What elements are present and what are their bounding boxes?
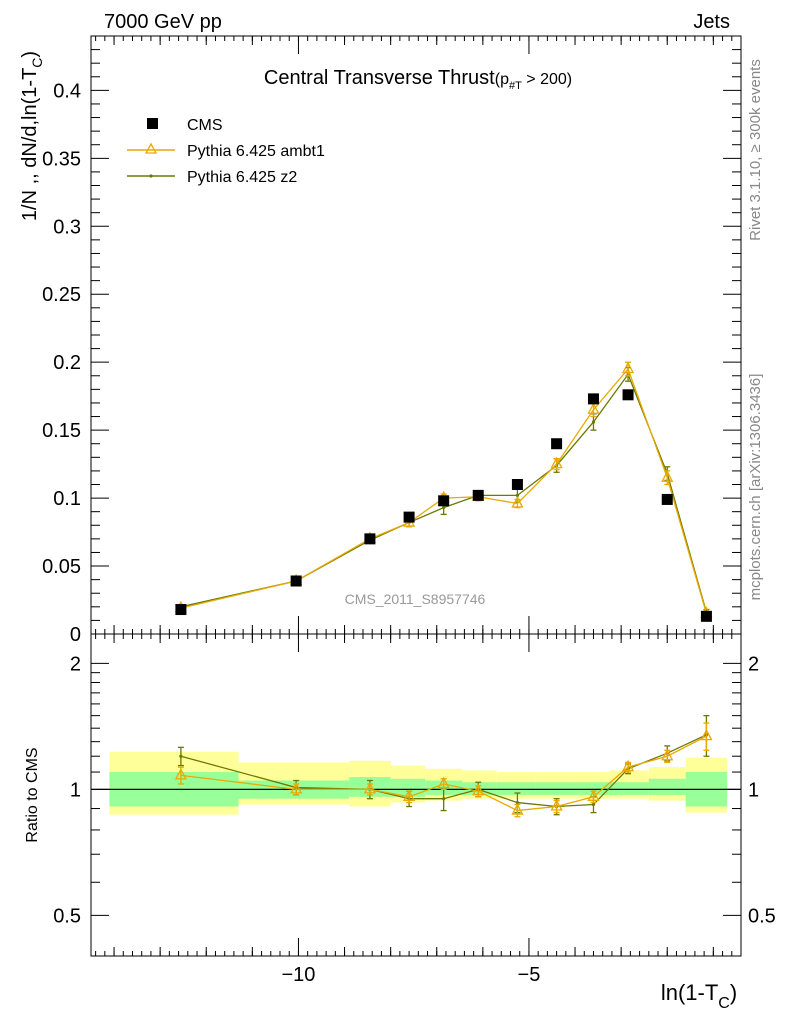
ambt1-point xyxy=(550,456,563,469)
y-tick-label: 0.35 xyxy=(42,148,81,170)
title-suffix: (p xyxy=(495,71,509,88)
z2-line xyxy=(180,373,708,613)
legend-z2-label: Pythia 6.425 z2 xyxy=(187,169,297,186)
ratio-ambt1-point xyxy=(290,781,303,794)
legend-cms-marker xyxy=(147,118,158,129)
ratio-z2-point xyxy=(179,754,183,758)
ratio-ambt1-point xyxy=(700,728,713,741)
y-tick-label: 0 xyxy=(70,624,81,646)
ratio-ambt1-point xyxy=(621,759,635,772)
ambt1-point xyxy=(661,470,674,482)
ratio-plot-content xyxy=(91,714,741,818)
ambt1-point xyxy=(587,402,600,414)
ratio-ambt1-point xyxy=(511,803,524,815)
main-panel: 0 0.05 0.1 0.15 0.2 0.25 0.3 0.35 0.4 Central Tr… xyxy=(19,35,742,646)
y-tick-label: 0.4 xyxy=(53,80,81,102)
legend-cms-label: CMS xyxy=(187,117,223,134)
ratio-y-tick-label-right: 0.5 xyxy=(748,905,776,927)
process-label: Jets xyxy=(693,11,730,33)
ratio-ambt1-point xyxy=(403,789,416,801)
cms-point xyxy=(700,610,712,622)
ratio-ambt1-point xyxy=(587,789,600,801)
main-axis-ticks: 0 0.05 0.1 0.15 0.2 0.25 0.3 0.35 0.4 xyxy=(42,36,741,646)
ratio-y-tick-label: 2 xyxy=(70,653,81,675)
x-axis-label-sub: C xyxy=(718,995,730,1012)
x-axis-label-tail: ) xyxy=(730,980,737,1005)
ratio-y-tick-label-right: 1 xyxy=(748,779,759,801)
mcplots-label: mcplots.cern.ch [arXiv:1306.3436] xyxy=(747,374,764,601)
ratio-ambt1-point xyxy=(550,799,563,811)
legend: CMS Pythia 6.425 ambt1 Pythia 6.425 z2 xyxy=(127,117,325,186)
ambt1-line xyxy=(180,367,708,614)
y-tick-label: 0.05 xyxy=(42,556,81,578)
chart-title: Central Transverse Thrust(p#T > 200) xyxy=(264,67,572,92)
ratio-band-inner xyxy=(496,782,536,795)
x-axis-label-main: ln(1-T xyxy=(661,980,718,1005)
ratio-ambt1-point xyxy=(174,767,187,780)
y-tick-label: 0.15 xyxy=(42,420,81,442)
ratio-band-inner xyxy=(390,778,426,797)
x-axis-label: ln(1-TC) xyxy=(661,980,737,1012)
z2-point xyxy=(515,493,520,497)
y-tick-label: 0.2 xyxy=(53,352,81,374)
cms-point xyxy=(587,393,599,405)
y-axis-label: 1/N ,, dN/d,ln(1-TC) xyxy=(19,51,45,221)
y-axis-label-sub: C xyxy=(29,58,45,68)
ratio-ambt1-point xyxy=(363,781,376,794)
cms-point xyxy=(511,479,523,490)
cms-point xyxy=(290,575,302,587)
ratio-z2-point xyxy=(442,797,446,801)
ratio-y-tick-label: 0.5 xyxy=(53,905,81,927)
ratio-band-inner xyxy=(648,778,686,795)
ambt1-point xyxy=(621,361,635,374)
legend-ambt1-marker xyxy=(144,142,158,154)
legend-z2-marker xyxy=(149,174,153,178)
ratio-axis-ticks: −10 −5 0.5 0.5 1 1 2 2 xyxy=(53,634,776,986)
ratio-ambt1-line xyxy=(180,735,707,812)
analysis-id-label: CMS_2011_S8957746 xyxy=(345,591,486,607)
cms-point xyxy=(403,511,415,523)
cms-point xyxy=(661,493,673,505)
ratio-band-inner xyxy=(575,782,610,795)
cms-point xyxy=(175,604,187,616)
ratio-z2-point xyxy=(591,802,596,807)
ratio-band-inner xyxy=(609,782,649,795)
energy-label: 7000 GeV pp xyxy=(104,11,222,33)
main-plot-content xyxy=(174,361,713,622)
x-tick-label: −5 xyxy=(518,964,541,986)
y-axis-label-main: 1/N ,, dN/d,ln(1-T xyxy=(19,68,41,221)
cms-point xyxy=(364,533,376,545)
y-tick-label: 0.1 xyxy=(53,488,81,510)
z2-point xyxy=(591,420,596,424)
cms-point xyxy=(438,495,450,507)
y-axis-label-tail: ) xyxy=(19,51,41,58)
cms-point xyxy=(472,489,484,501)
ambt1-point xyxy=(511,496,524,508)
ratio-frame xyxy=(90,633,742,957)
ratio-y-tick-label-right: 2 xyxy=(748,653,759,675)
title-subscript: #T xyxy=(509,80,522,92)
y-tick-label: 0.25 xyxy=(42,284,81,306)
ratio-y-axis-label: Ratio to CMS xyxy=(24,747,41,842)
rivet-label: Rivet 3.1.10, ≥ 300k events xyxy=(747,59,764,241)
ratio-z2-point xyxy=(515,800,520,805)
ratio-y-tick-label: 1 xyxy=(70,779,81,801)
ratio-panel: −10 −5 0.5 0.5 1 1 2 2 Ratio to CMS ln(1-TC) xyxy=(24,633,776,1012)
ratio-ambt1-point xyxy=(472,783,485,796)
title-main: Central Transverse Thrust xyxy=(264,67,495,89)
legend-ambt1-label: Pythia 6.425 ambt1 xyxy=(187,143,325,160)
cms-point xyxy=(551,438,563,450)
y-tick-label: 0.3 xyxy=(53,216,81,238)
ratio-ambt1-point xyxy=(437,776,450,789)
ratio-band-inner xyxy=(535,782,576,795)
ratio-ambt1-point xyxy=(661,748,674,761)
cms-point xyxy=(622,389,634,401)
title-tail: > 200) xyxy=(522,71,572,88)
x-tick-label: −10 xyxy=(281,964,315,986)
z2-point xyxy=(442,506,446,510)
